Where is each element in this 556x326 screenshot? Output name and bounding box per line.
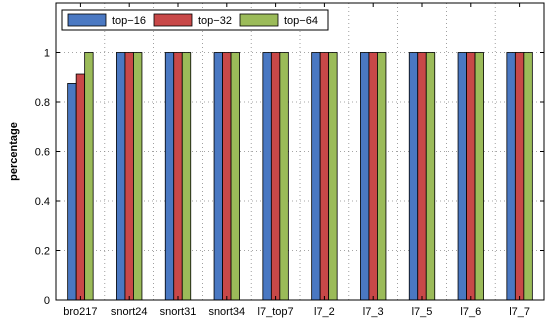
bar [67,83,77,301]
bar [328,52,338,301]
x-tick-label: l7_7 [509,306,530,318]
bar [124,52,134,301]
bar [506,52,516,301]
y-tick-label: 0.2 [35,246,50,258]
bar [514,52,525,301]
x-tick-label: snort24 [111,306,148,318]
bar [270,52,281,301]
bar [279,52,289,301]
bar [377,52,387,301]
bar [360,52,370,301]
bar [368,52,378,301]
bar [319,52,330,301]
bar [222,52,232,301]
grid-lines [56,3,544,300]
y-tick-label: 0.8 [35,97,50,109]
bar [523,52,533,301]
x-tick-label: l7_6 [460,306,481,318]
bar [213,52,223,301]
y-tick-label: 0.6 [35,147,50,159]
legend: top−16 top−32 top−64 [61,9,329,31]
bar [311,52,321,301]
bar [417,52,427,301]
axis-ticks: 0 0.2 0.4 0.6 0.8 1 bro217 snort24 snort31 snort3… [35,3,544,318]
bar [116,52,126,301]
y-tick-label: 1 [44,48,50,60]
bar [133,52,143,301]
bar [84,52,94,301]
bar [408,52,419,301]
bar [262,52,272,301]
x-tick-label: bro217 [63,306,97,318]
legend-swatch [67,13,107,27]
legend-label: top−64 [284,15,318,27]
bar [164,52,175,301]
x-tick-label: l7_5 [412,306,433,318]
legend-swatch [153,13,193,27]
legend-swatch [239,13,279,27]
bar [230,52,240,301]
bars [67,52,533,301]
x-tick-label: snort34 [208,306,245,318]
bar [75,73,86,301]
x-tick-label: l7_top7 [258,306,294,318]
y-axis-label: percentage [8,122,20,181]
bar [425,52,436,301]
legend-label: top−16 [112,15,146,27]
x-tick-label: l7_3 [363,306,384,318]
bar [457,52,467,301]
bar [173,52,183,301]
bar [474,52,484,301]
x-tick-label: l7_2 [314,306,335,318]
y-tick-label: 0.4 [35,196,50,208]
bar [181,52,192,301]
y-tick-label: 0 [44,295,50,307]
legend-label: top−32 [198,15,232,27]
x-tick-label: snort31 [160,306,197,318]
bar [466,52,476,301]
